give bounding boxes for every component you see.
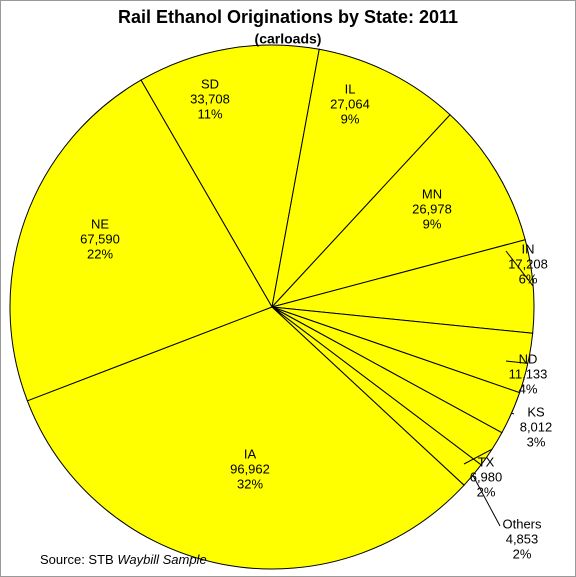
slice-percent: 2% bbox=[477, 484, 496, 499]
slice-label: NE bbox=[91, 216, 109, 231]
slice-label: MN bbox=[422, 186, 442, 201]
source: Source: STB Waybill Sample bbox=[40, 552, 207, 567]
slice-label: Others bbox=[502, 516, 542, 531]
slice-value: 6,980 bbox=[470, 469, 503, 484]
source-italic: Waybill Sample bbox=[117, 552, 206, 567]
leader-line bbox=[505, 250, 534, 287]
chart-title: Rail Ethanol Originations by State: 2011 bbox=[118, 7, 458, 27]
slice-label: ND bbox=[519, 351, 538, 366]
slice-percent: 9% bbox=[423, 216, 442, 231]
slice-percent: 6% bbox=[519, 271, 538, 286]
slice-value: 67,590 bbox=[80, 231, 120, 246]
slice-value: 33,708 bbox=[190, 91, 230, 106]
leader-line bbox=[505, 360, 528, 364]
slice-label: IN bbox=[522, 241, 535, 256]
pie-slice bbox=[271, 48, 451, 309]
slice-value: 17,208 bbox=[508, 256, 548, 271]
slice-percent: 2% bbox=[513, 546, 532, 561]
slice-value: 11,133 bbox=[509, 366, 548, 381]
leader-line bbox=[463, 448, 493, 465]
slice-value: 27,064 bbox=[330, 96, 370, 111]
slice-percent: 9% bbox=[341, 111, 360, 126]
chart-subtitle: (carloads) bbox=[255, 31, 322, 47]
pie-slice bbox=[9, 79, 273, 402]
slice-value: 26,978 bbox=[412, 201, 452, 216]
slice-percent: 11% bbox=[197, 106, 222, 121]
slice-percent: 32% bbox=[237, 476, 263, 491]
slice-label: KS bbox=[527, 404, 545, 419]
slice-percent: 4% bbox=[519, 381, 538, 396]
slice-label: IA bbox=[244, 446, 257, 461]
slice-label: TX bbox=[478, 454, 495, 469]
pie-slice bbox=[26, 306, 465, 570]
pie-slice bbox=[270, 114, 526, 308]
slice-percent: 3% bbox=[527, 434, 546, 449]
slice-label: SD bbox=[201, 76, 219, 91]
slice-label: IL bbox=[345, 81, 356, 96]
slice-value: 8,012 bbox=[520, 419, 553, 434]
slice-value: 96,962 bbox=[230, 461, 270, 476]
leader-line bbox=[511, 412, 515, 415]
slice-value: 4,853 bbox=[506, 531, 539, 546]
pie-slice bbox=[140, 44, 320, 309]
leader-line bbox=[472, 475, 501, 527]
slice-percent: 22% bbox=[87, 246, 113, 261]
source-prefix: Source: STB bbox=[40, 552, 114, 567]
